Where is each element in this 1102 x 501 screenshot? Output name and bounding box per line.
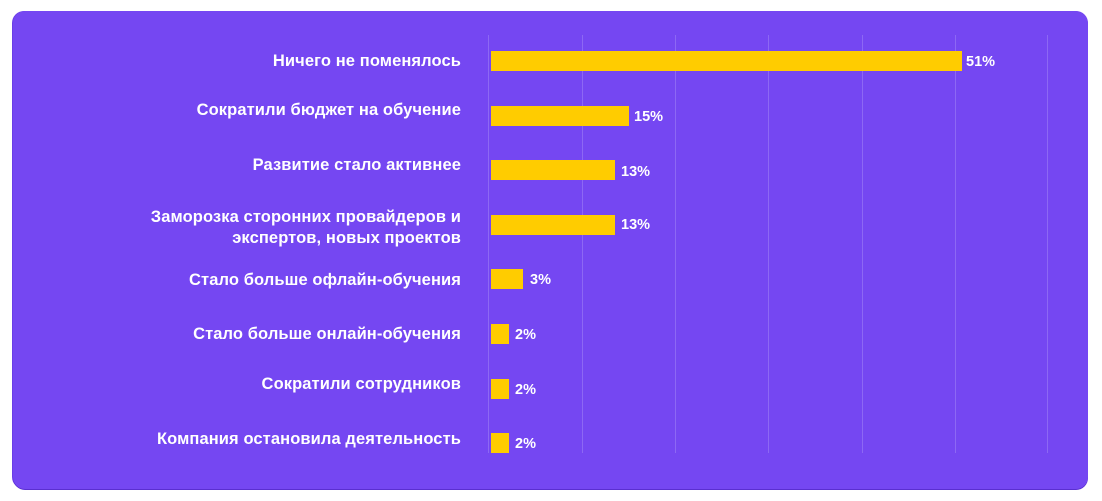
value-label: 15%	[634, 109, 664, 125]
category-label: Стало больше онлайн-обучения	[193, 325, 461, 343]
bar	[491, 379, 509, 399]
gridline-60	[1047, 35, 1048, 453]
category-label: экспертов, новых проектов	[232, 229, 461, 247]
value-label: 2%	[515, 382, 536, 398]
bar	[491, 51, 962, 71]
gridline-10	[582, 35, 583, 453]
value-label: 13%	[621, 164, 651, 180]
category-label: Развитие стало активнее	[252, 156, 461, 174]
bar	[491, 269, 523, 289]
category-label: Сократили сотрудников	[261, 375, 461, 393]
category-label: Ничего не поменялось	[272, 52, 461, 70]
bar	[491, 433, 509, 453]
value-label: 2%	[515, 436, 536, 452]
category-label: Компания остановила деятельность	[156, 430, 461, 448]
value-label: 2%	[515, 327, 536, 343]
gridline-50	[955, 35, 956, 453]
chart-card	[13, 11, 1088, 489]
bar	[491, 324, 509, 344]
bar	[491, 160, 615, 180]
category-label: Стало больше офлайн-обучения	[189, 271, 461, 289]
value-label: 3%	[530, 272, 551, 288]
gridline-30	[768, 35, 769, 453]
gridline-40	[862, 35, 863, 453]
gridline-0	[488, 35, 489, 453]
value-label: 51%	[966, 54, 996, 70]
value-label: 13%	[621, 217, 651, 233]
bar	[491, 215, 615, 235]
bar	[491, 106, 629, 126]
category-label: Заморозка сторонних провайдеров и	[150, 208, 461, 226]
category-label: Сократили бюджет на обучение	[196, 101, 461, 119]
gridline-20	[675, 35, 676, 453]
